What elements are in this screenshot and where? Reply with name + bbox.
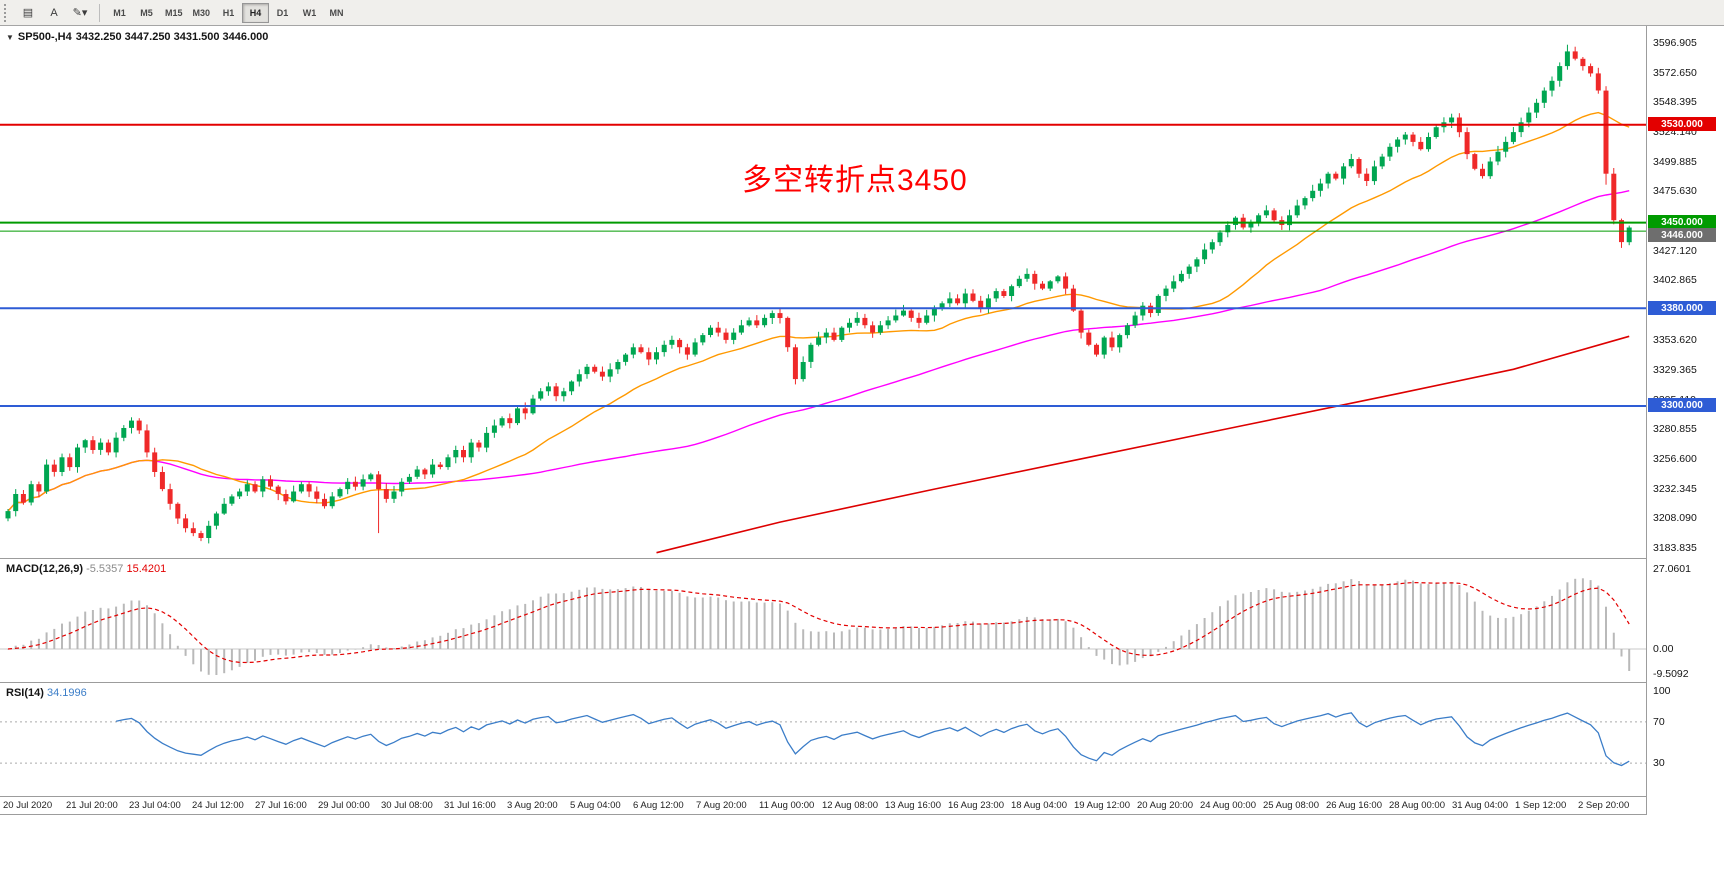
time-axis-label: 19 Aug 12:00 bbox=[1074, 800, 1130, 811]
toolbar-icon-group: ▤ A ✎▾ bbox=[15, 3, 93, 23]
time-axis-label: 18 Aug 04:00 bbox=[1011, 800, 1067, 811]
price-axis-label: 3280.855 bbox=[1653, 423, 1697, 435]
price-line-badge: 3300.000 bbox=[1648, 398, 1716, 412]
time-axis-label: 27 Jul 16:00 bbox=[255, 800, 307, 811]
time-axis-label: 24 Jul 12:00 bbox=[192, 800, 244, 811]
ma-mid-line bbox=[7, 190, 1630, 512]
price-chart-canvas[interactable] bbox=[0, 26, 1646, 558]
macd-name: MACD(12,26,9) bbox=[6, 563, 84, 575]
panel-separator bbox=[0, 796, 1724, 797]
price-axis-label: 3329.365 bbox=[1653, 364, 1697, 376]
price-line-badge: 3380.000 bbox=[1648, 301, 1716, 315]
rsi-canvas[interactable] bbox=[0, 683, 1646, 796]
price-axis-label: 3402.865 bbox=[1653, 274, 1697, 286]
panel-separator[interactable] bbox=[0, 682, 1724, 683]
time-axis-label: 20 Aug 20:00 bbox=[1137, 800, 1193, 811]
price-axis-label: 3183.835 bbox=[1653, 542, 1697, 554]
price-axis-label: 3427.120 bbox=[1653, 245, 1697, 257]
time-axis-label: 13 Aug 16:00 bbox=[885, 800, 941, 811]
current-price-badge: 3446.000 bbox=[1648, 228, 1716, 242]
annotation-text: 多空转折点3450 bbox=[742, 164, 968, 197]
timeframe-button-m30[interactable]: M30 bbox=[188, 3, 216, 23]
time-axis-label: 5 Aug 04:00 bbox=[570, 800, 621, 811]
time-axis-label: 31 Aug 04:00 bbox=[1452, 800, 1508, 811]
macd-histogram bbox=[7, 578, 1631, 675]
macd-main-value: -5.5357 bbox=[86, 563, 124, 575]
timeframe-button-m1[interactable]: M1 bbox=[106, 3, 133, 23]
time-axis-label: 29 Jul 00:00 bbox=[318, 800, 370, 811]
macd-axis-label: -9.5092 bbox=[1653, 668, 1689, 680]
toolbar-separator bbox=[99, 3, 100, 22]
toolbar: ▤ A ✎▾ M1 M5 M15 M30 H1 H4 D1 W1 MN bbox=[0, 0, 1724, 26]
cursor-tool-icon[interactable]: A bbox=[41, 3, 67, 23]
tile-windows-icon[interactable]: ▤ bbox=[15, 3, 41, 23]
macd-label: MACD(12,26,9) -5.5357 15.4201 bbox=[6, 563, 166, 575]
time-axis-label: 1 Sep 12:00 bbox=[1515, 800, 1567, 811]
price-line-badge: 3450.000 bbox=[1648, 215, 1716, 229]
time-axis-label: 26 Aug 16:00 bbox=[1326, 800, 1382, 811]
draw-tools-icon[interactable]: ✎▾ bbox=[67, 3, 93, 23]
panel-separator[interactable] bbox=[0, 558, 1724, 559]
time-axis-label: 31 Jul 16:00 bbox=[444, 800, 496, 811]
main-chart[interactable]: ▼ SP500-,H4 3432.250 3447.250 3431.500 3… bbox=[0, 26, 1646, 558]
time-axis-label: 6 Aug 12:00 bbox=[633, 800, 684, 811]
rsi-axis-label: 70 bbox=[1653, 716, 1665, 728]
time-axis-label: 12 Aug 08:00 bbox=[822, 800, 878, 811]
chart-symbol-label: SP500-,H4 bbox=[17, 31, 72, 43]
timeframe-button-h4[interactable]: H4 bbox=[242, 2, 270, 23]
chart-ohlc-values: 3432.250 3447.250 3431.500 3446.000 bbox=[75, 31, 269, 43]
price-axis-label: 3499.885 bbox=[1653, 156, 1697, 168]
time-axis-label: 2 Sep 20:00 bbox=[1578, 800, 1630, 811]
time-axis-label: 11 Aug 00:00 bbox=[759, 800, 815, 811]
time-axis-label: 21 Jul 20:00 bbox=[66, 800, 118, 811]
time-axis-label: 28 Aug 00:00 bbox=[1389, 800, 1445, 811]
rsi-line bbox=[115, 712, 1630, 767]
time-axis-label: 7 Aug 20:00 bbox=[696, 800, 747, 811]
macd-panel[interactable]: MACD(12,26,9) -5.5357 15.4201 bbox=[0, 559, 1646, 682]
macd-signal-line bbox=[7, 581, 1630, 664]
time-axis-label: 23 Jul 04:00 bbox=[129, 800, 181, 811]
time-axis-label: 30 Jul 08:00 bbox=[381, 800, 433, 811]
price-axis-label: 3232.345 bbox=[1653, 483, 1697, 495]
macd-canvas[interactable] bbox=[0, 559, 1646, 682]
timeframe-button-h1[interactable]: H1 bbox=[215, 3, 242, 23]
toolbar-grip[interactable] bbox=[4, 3, 11, 22]
time-axis-label: 16 Aug 23:00 bbox=[948, 800, 1004, 811]
price-axis-label: 3596.905 bbox=[1653, 37, 1697, 49]
timeframe-group: M1 M5 M15 M30 H1 H4 D1 W1 MN bbox=[106, 2, 350, 23]
price-axis-label: 3208.090 bbox=[1653, 512, 1697, 524]
rsi-value: 34.1996 bbox=[46, 687, 87, 699]
price-axis[interactable]: 3596.905 3572.650 3548.395 3524.140 3499.885… bbox=[1646, 26, 1724, 815]
timeframe-button-m5[interactable]: M5 bbox=[133, 3, 160, 23]
time-axis-label: 25 Aug 08:00 bbox=[1263, 800, 1319, 811]
price-axis-label: 3256.600 bbox=[1653, 453, 1697, 465]
timeframe-button-d1[interactable]: D1 bbox=[269, 3, 296, 23]
timeframe-button-m15[interactable]: M15 bbox=[160, 3, 188, 23]
price-line-badge: 3530.000 bbox=[1648, 117, 1716, 131]
price-axis-label: 3572.650 bbox=[1653, 67, 1697, 79]
rsi-panel[interactable]: RSI(14) 34.1996 bbox=[0, 683, 1646, 796]
timeframe-button-mn[interactable]: MN bbox=[323, 3, 350, 23]
bottom-separator bbox=[0, 814, 1724, 815]
timeframe-button-w1[interactable]: W1 bbox=[296, 3, 323, 23]
time-axis[interactable]: 20 Jul 2020 21 Jul 20:00 23 Jul 04:00 24 Ju… bbox=[0, 797, 1646, 814]
price-axis-label: 3475.630 bbox=[1653, 185, 1697, 197]
candles-layer bbox=[5, 44, 1632, 544]
time-axis-label: 3 Aug 20:00 bbox=[507, 800, 558, 811]
chart-title-dropdown-icon[interactable]: ▼ bbox=[6, 32, 14, 42]
rsi-axis-label: 100 bbox=[1653, 685, 1671, 697]
price-axis-label: 3353.620 bbox=[1653, 334, 1697, 346]
macd-axis-label: 27.0601 bbox=[1653, 563, 1691, 575]
time-axis-label: 20 Jul 2020 bbox=[3, 800, 53, 811]
ma-slow-line bbox=[656, 335, 1630, 554]
macd-axis-label: 0.00 bbox=[1653, 643, 1674, 655]
rsi-axis-label: 30 bbox=[1653, 757, 1665, 769]
price-axis-label: 3548.395 bbox=[1653, 96, 1697, 108]
chart-title: ▼ SP500-,H4 3432.250 3447.250 3431.500 3… bbox=[6, 31, 268, 43]
macd-signal-value: 15.4201 bbox=[126, 563, 167, 575]
time-axis-label: 24 Aug 00:00 bbox=[1200, 800, 1256, 811]
rsi-name: RSI(14) bbox=[6, 687, 44, 699]
rsi-label: RSI(14) 34.1996 bbox=[6, 687, 87, 699]
